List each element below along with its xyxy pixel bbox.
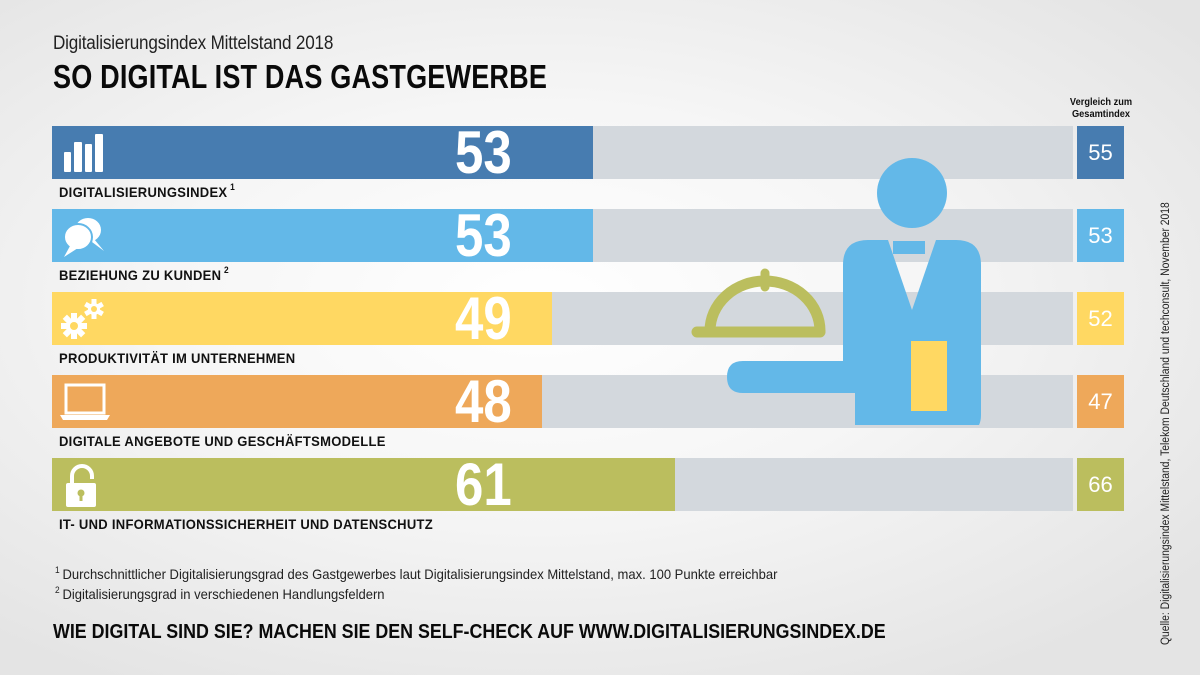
chart-row: 53 55 DIGITALISIERUNGSINDEX 1	[52, 123, 1124, 208]
footnote-2: 2 Digitalisierungsgrad in verschiedenen H…	[55, 585, 777, 602]
footnote-ref: 2	[224, 265, 230, 275]
source-note: Quelle: Digitalisierungsindex Mittelstan…	[1160, 202, 1172, 645]
bar-value-label: 53	[455, 202, 512, 269]
bar-value-wrap: 49	[412, 289, 512, 349]
chart-row: 48 47 DIGITALE ANGEBOTE UND GESCHÄFTSMODEL…	[52, 372, 1124, 457]
bar-fill	[52, 292, 553, 345]
category-text: DIGITALISIERUNGSINDEX	[59, 184, 228, 200]
footnote-mark: 1	[55, 565, 60, 575]
bar-chart-icon	[64, 134, 103, 172]
cloche-icon	[691, 268, 826, 338]
footnote-text: Durchschnittlicher Digitalisierungsgrad …	[62, 566, 778, 582]
speech-bubbles-icon	[63, 218, 104, 257]
gears-icon	[61, 299, 104, 339]
bar-category-label: BEZIEHUNG ZU KUNDEN 2	[59, 265, 230, 283]
compare-value-box: 52	[1077, 292, 1124, 345]
footnote-1: 1 Durchschnittlicher Digitalisierungsgrad…	[55, 565, 778, 582]
bar-track: 61	[52, 455, 1073, 515]
footnote-text: Digitalisierungsgrad in verschiedenen Ha…	[62, 586, 385, 602]
bar-value-label: 48	[455, 368, 512, 435]
page-title: SO DIGITAL IST DAS GASTGEWERBE	[53, 58, 548, 95]
category-text: BEZIEHUNG ZU KUNDEN	[59, 267, 222, 283]
waiter-head	[877, 158, 947, 228]
category-text: PRODUKTIVITÄT IM UNTERNEHMEN	[59, 350, 296, 366]
compare-value-box: 55	[1077, 126, 1124, 179]
category-text: DIGITALE ANGEBOTE UND GESCHÄFTSMODELLE	[59, 433, 386, 449]
category-text: IT- UND INFORMATIONSSICHERHEIT UND DATEN…	[59, 516, 434, 532]
footnotes: 1 Durchschnittlicher Digitalisierungsgrad…	[55, 565, 832, 606]
padlock-icon	[66, 464, 96, 507]
compare-value-box: 66	[1077, 458, 1124, 511]
bar-category-label: IT- UND INFORMATIONSSICHERHEIT UND DATEN…	[59, 516, 433, 532]
waiter-bowtie	[893, 241, 925, 254]
compare-header: Vergleich zum Gesamtindex	[1067, 96, 1136, 120]
bar-fill	[52, 126, 594, 179]
compare-value-box: 47	[1077, 375, 1124, 428]
footnote-ref: 1	[230, 182, 236, 192]
call-to-action: WIE DIGITAL SIND SIE? MACHEN SIE DEN SEL…	[53, 620, 886, 643]
bar-value-label: 53	[455, 119, 512, 186]
bar-value-wrap: 61	[412, 455, 512, 515]
bar-category-label: DIGITALISIERUNGSINDEX 1	[59, 182, 236, 200]
waiter-napkin	[911, 341, 947, 411]
laptop-icon	[60, 383, 110, 420]
compare-value-box: 53	[1077, 209, 1124, 262]
bar-value-wrap: 53	[412, 206, 512, 266]
bar-category-label: PRODUKTIVITÄT IM UNTERNEHMEN	[59, 350, 295, 366]
bar-fill	[52, 375, 543, 428]
subtitle: Digitalisierungsindex Mittelstand 2018	[53, 33, 334, 54]
compare-header-line2: Gesamtindex	[1071, 108, 1131, 120]
compare-header-line1: Vergleich zum	[1069, 96, 1133, 108]
bar-fill	[52, 458, 675, 511]
waiter-with-cloche-icon	[691, 158, 981, 425]
bar-value-wrap: 48	[412, 372, 512, 432]
bar-value-label: 49	[455, 285, 512, 352]
bar-track: 53	[52, 123, 1073, 183]
bar-category-label: DIGITALE ANGEBOTE UND GESCHÄFTSMODELLE	[59, 433, 386, 449]
bar-value-label: 61	[455, 451, 512, 518]
chart-row: 61 66 IT- UND INFORMATIONSSICHERHEIT UND D…	[52, 455, 1124, 540]
bar-value-wrap: 53	[412, 123, 512, 183]
footnote-mark: 2	[55, 585, 60, 595]
bar-fill	[52, 209, 594, 262]
